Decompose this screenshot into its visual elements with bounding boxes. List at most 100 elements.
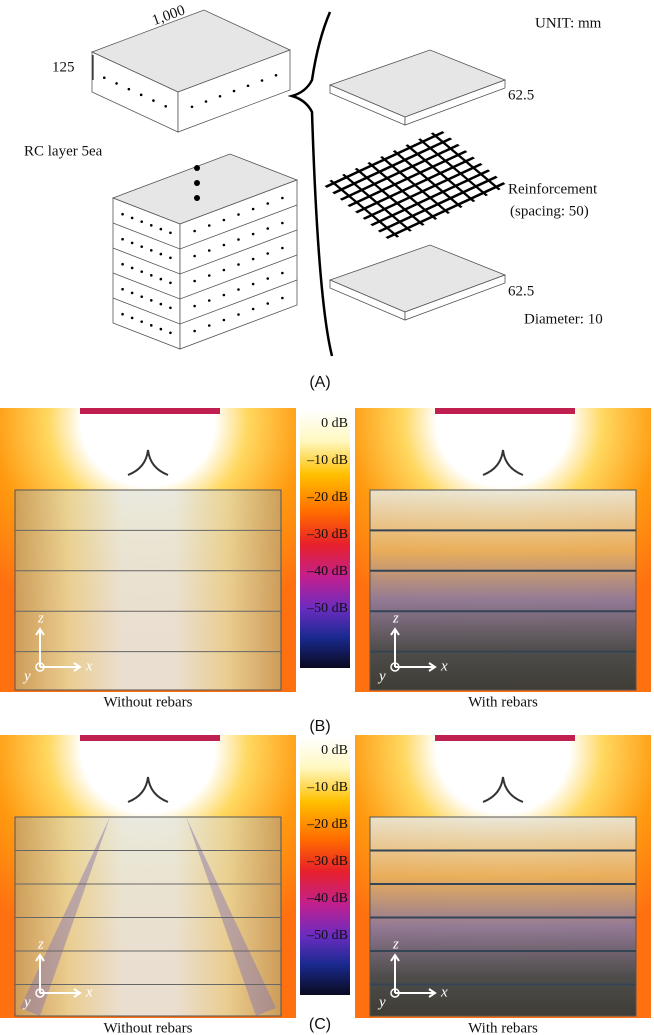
rebar-dot: [237, 288, 240, 291]
rebar-dot: [131, 217, 134, 220]
caption: (C): [309, 1016, 331, 1033]
slab: [370, 490, 636, 690]
rebar-dot: [140, 220, 143, 223]
top-edge: [435, 408, 575, 414]
rebar-dot: [266, 277, 269, 280]
axis-label: y: [22, 994, 31, 1010]
rebar-dot: [150, 324, 153, 327]
rebar-dot: [121, 288, 124, 291]
rebar-dot: [160, 253, 163, 256]
rebar-dot: [150, 249, 153, 252]
rebar-dot: [131, 242, 134, 245]
slab-top: [330, 50, 505, 117]
map-label: Without rebars: [104, 1020, 193, 1035]
rebar-dot: [237, 213, 240, 216]
slab-top: [330, 245, 505, 312]
rebar-dot: [223, 269, 226, 272]
rebar-dot: [208, 299, 211, 302]
rebar-dot: [140, 295, 143, 298]
colorbar-label: –20 dB: [306, 817, 348, 832]
rebar-dot: [169, 306, 172, 309]
rebar-dot: [193, 305, 196, 308]
unit: UNIT: mm: [535, 15, 602, 31]
axis-label: y: [22, 668, 31, 684]
rebar-dot: [121, 263, 124, 266]
map-label: Without rebars: [104, 694, 193, 710]
rebar-dot: [169, 231, 172, 234]
map-label: With rebars: [468, 694, 538, 710]
rebar-dot: [150, 299, 153, 302]
colorbar-label: 0 dB: [321, 416, 348, 431]
ellipsis-dot: [194, 165, 200, 171]
axis-label: x: [85, 984, 93, 1000]
slab: [15, 490, 281, 690]
rebar-dot: [223, 219, 226, 222]
top-edge: [80, 408, 220, 414]
rebar-dot: [208, 224, 211, 227]
rebar-dot: [128, 88, 131, 91]
rebar-dot: [140, 245, 143, 248]
colorbar-label: –10 dB: [306, 453, 348, 468]
brace: [292, 12, 332, 356]
rebar-dot: [223, 319, 226, 322]
rebar-dot: [169, 256, 172, 259]
top-thickness: 62.5: [508, 87, 534, 103]
rebar-dot: [160, 278, 163, 281]
rebar-dot: [266, 202, 269, 205]
rebar-dot: [266, 227, 269, 230]
top-edge: [435, 735, 575, 741]
spacing: (spacing: 50): [510, 203, 589, 219]
axis-label: z: [37, 936, 44, 952]
rebar-dot: [121, 238, 124, 241]
colorbar-label: –40 dB: [306, 891, 348, 906]
colorbar-label: –10 dB: [306, 780, 348, 795]
figure: 1,000 1,000 125 RC layer 5ea UNIT: mm 62…: [0, 0, 654, 1035]
rebar-dot: [223, 294, 226, 297]
colorbar-label: –50 dB: [306, 928, 348, 943]
rebar-dot: [281, 247, 284, 250]
rebar-dot: [208, 249, 211, 252]
rebar-dot: [193, 330, 196, 333]
map-label: With rebars: [468, 1020, 538, 1035]
layer-label: RC layer 5ea: [24, 143, 103, 159]
axis-label: z: [392, 610, 399, 626]
rebar-dot: [193, 230, 196, 233]
rebar-dot: [150, 224, 153, 227]
rebar-dot: [193, 255, 196, 258]
axis-label: x: [440, 658, 448, 674]
caption: (A): [309, 374, 330, 391]
heat-map: zxy: [355, 408, 651, 692]
caption: (B): [309, 718, 330, 735]
rebar-dot: [266, 252, 269, 255]
rebar-dot: [140, 270, 143, 273]
rebar-dot: [261, 79, 264, 82]
rebar-dot: [252, 283, 255, 286]
rebar-dot: [252, 308, 255, 311]
rebar-dot: [103, 76, 106, 79]
reinforcement: Reinforcement: [508, 181, 598, 197]
rebar-dot: [140, 320, 143, 323]
rebar-dot: [281, 197, 284, 200]
slab: [15, 817, 281, 1016]
rebar-dot: [164, 105, 167, 108]
rebar-dot: [252, 233, 255, 236]
heat-map: zxy: [355, 735, 651, 1018]
rebar-dot: [131, 317, 134, 320]
rebar-dot: [150, 274, 153, 277]
bottom-thickness: 62.5: [508, 283, 534, 299]
colorbar-label: –20 dB: [306, 490, 348, 505]
axis-label: x: [85, 658, 93, 674]
rebar-dot: [281, 297, 284, 300]
rebar-dot: [252, 258, 255, 261]
axis-label: x: [440, 984, 448, 1000]
rebar-dot: [219, 95, 222, 98]
diameter: Diameter: 10: [524, 311, 603, 327]
rebar-dot: [281, 222, 284, 225]
axis-label: z: [37, 610, 44, 626]
rebar-dot: [237, 313, 240, 316]
height-dim: 125: [52, 59, 75, 75]
rebar-dot: [247, 84, 250, 87]
rebar-dot: [237, 263, 240, 266]
rebar-dot: [121, 213, 124, 216]
colorbar-label: –30 dB: [306, 854, 348, 869]
